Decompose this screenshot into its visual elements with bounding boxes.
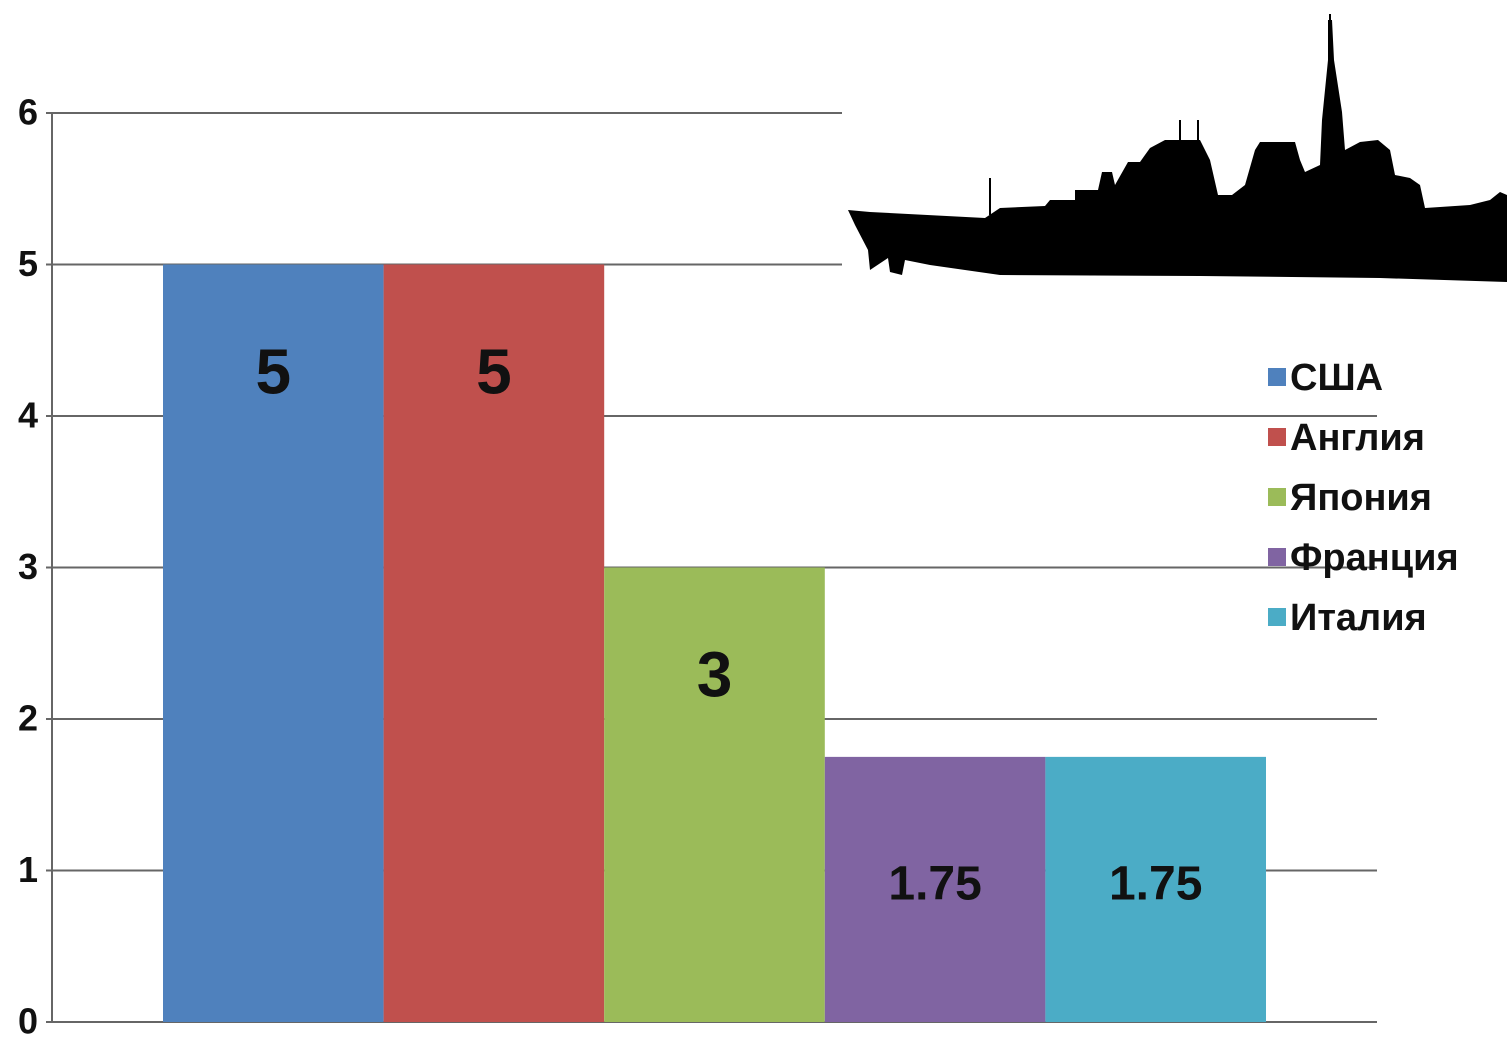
legend-swatch [1268, 548, 1286, 566]
bar [383, 264, 605, 1022]
y-tick-label: 6 [18, 92, 38, 133]
data-label: 1.75 [888, 858, 981, 911]
data-label: 5 [256, 335, 292, 407]
legend: США Англия Япония Франция Италия [1268, 357, 1459, 639]
data-label: 1.75 [1109, 858, 1202, 911]
bar [1045, 756, 1266, 1022]
y-tick-label: 0 [18, 1001, 38, 1037]
y-tick-label: 4 [18, 395, 38, 436]
data-label: 5 [476, 335, 512, 407]
legend-label: США [1290, 357, 1383, 399]
legend-swatch [1268, 368, 1286, 386]
legend-label: Япония [1290, 477, 1432, 519]
y-tick-label: 3 [18, 546, 38, 587]
y-tick-label: 2 [18, 698, 38, 739]
ship-hull [848, 20, 1507, 282]
bars: 5 5 3 1.75 1.75 [163, 264, 1266, 1022]
y-tick-label: 1 [18, 849, 38, 890]
legend-swatch [1268, 488, 1286, 506]
bar [604, 567, 825, 1022]
y-tick-label: 5 [18, 243, 38, 284]
data-label: 3 [697, 638, 733, 710]
bar [824, 756, 1046, 1022]
legend-swatch [1268, 608, 1286, 626]
legend-swatch [1268, 428, 1286, 446]
bar [163, 264, 384, 1022]
ship-silhouette [842, 0, 1507, 282]
legend-label: Италия [1290, 597, 1427, 639]
legend-label: Франция [1290, 537, 1459, 579]
legend-label: Англия [1290, 417, 1425, 459]
